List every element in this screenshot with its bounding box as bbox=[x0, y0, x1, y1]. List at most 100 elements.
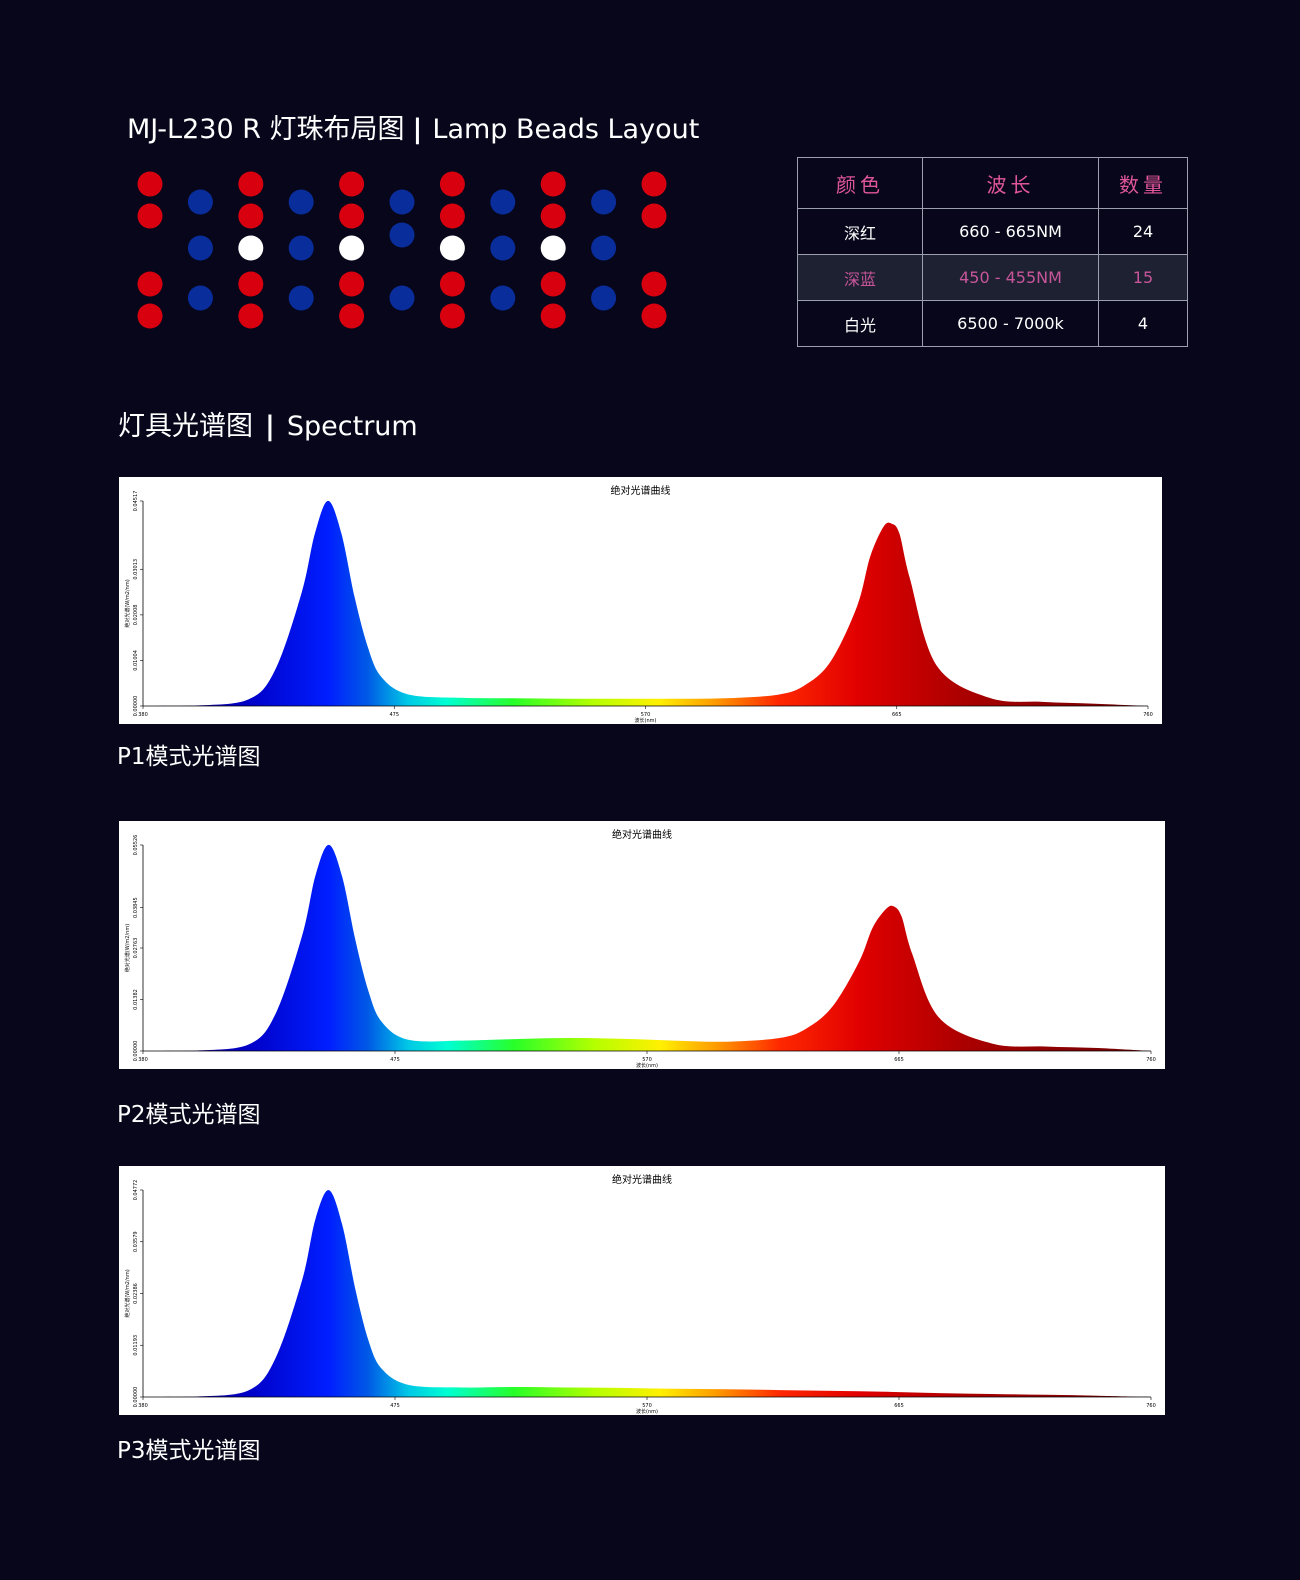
table-cell-count: 24 bbox=[1098, 208, 1188, 255]
blue-bead bbox=[591, 189, 617, 215]
spectrum-area bbox=[143, 500, 1148, 706]
blue-bead bbox=[591, 235, 617, 261]
y-tick-label: 0.02763 bbox=[133, 938, 139, 959]
table-header-wavelength: 波长 bbox=[922, 157, 1099, 209]
blue-bead bbox=[389, 189, 415, 215]
table-cell-wavelength: 6500 - 7000k bbox=[922, 300, 1099, 347]
blue-bead bbox=[288, 285, 314, 311]
y-tick-label: 0.03579 bbox=[133, 1231, 139, 1252]
x-axis-label: 波长(nm) bbox=[636, 1062, 658, 1069]
x-tick-label: 475 bbox=[390, 1057, 400, 1063]
red-bead bbox=[339, 303, 365, 329]
red-bead bbox=[641, 203, 667, 229]
bead-spec-table: 颜色 波长 数量 深红 660 - 665NM 24 深蓝 450 - 455N… bbox=[797, 157, 1188, 347]
y-tick-label: 0.03845 bbox=[133, 897, 139, 918]
spectrum-area bbox=[143, 1190, 1151, 1397]
table-cell-wavelength: 660 - 665NM bbox=[922, 208, 1099, 255]
spectrum-chart-p1: 绝对光谱曲线 380 475 570 665 760 0.00000 0.01004 0.020… bbox=[119, 477, 1162, 724]
y-tick-label: 0.04772 bbox=[133, 1180, 139, 1201]
red-bead bbox=[641, 271, 667, 297]
red-bead bbox=[137, 271, 163, 297]
blue-bead bbox=[187, 189, 213, 215]
chart-caption-p1: P1模式光谱图 bbox=[117, 744, 261, 770]
table-header-color: 颜色 bbox=[797, 157, 923, 209]
y-tick-label: 0.00000 bbox=[133, 1387, 139, 1408]
table-header-row: 颜色 波长 数量 bbox=[797, 157, 1188, 209]
x-tick-label: 380 bbox=[138, 1403, 148, 1409]
y-axis-label: 绝对光谱(W/m2/nm) bbox=[124, 924, 131, 972]
red-bead bbox=[137, 203, 163, 229]
spectrum-chart-p3: 绝对光谱曲线 380 475 570 665 760 0.00000 0.01193 0.023… bbox=[119, 1166, 1165, 1415]
blue-bead bbox=[288, 189, 314, 215]
blue-bead bbox=[591, 285, 617, 311]
spectrum-chart-svg: 绝对光谱曲线 380 475 570 665 760 0.00000 0.01004 0.020… bbox=[124, 484, 1153, 724]
red-bead bbox=[641, 303, 667, 329]
white-bead bbox=[439, 235, 465, 261]
red-bead bbox=[439, 203, 465, 229]
x-tick-label: 380 bbox=[138, 712, 148, 718]
y-tick-label: 0.04517 bbox=[133, 491, 139, 512]
spectrum-chart-svg: 绝对光谱曲线 380 475 570 665 760 0.00000 0.01382 0.027… bbox=[124, 828, 1156, 1069]
x-tick-label: 760 bbox=[1146, 1403, 1156, 1409]
white-bead bbox=[540, 235, 566, 261]
x-tick-label: 475 bbox=[390, 1403, 400, 1409]
chart-title: 绝对光谱曲线 bbox=[612, 1173, 672, 1186]
white-bead bbox=[339, 235, 365, 261]
red-bead bbox=[641, 171, 667, 197]
red-bead bbox=[238, 203, 264, 229]
table-cell-color: 深蓝 bbox=[797, 254, 923, 301]
white-bead bbox=[238, 235, 264, 261]
table-header-count: 数量 bbox=[1098, 157, 1188, 209]
y-axis-label: 绝对光谱(W/m2/nm) bbox=[124, 579, 131, 627]
red-bead bbox=[238, 271, 264, 297]
table-row: 白光 6500 - 7000k 4 bbox=[797, 300, 1188, 347]
red-bead bbox=[339, 203, 365, 229]
x-axis-label: 波长(nm) bbox=[636, 1408, 658, 1415]
spectrum-area bbox=[143, 844, 1151, 1051]
x-tick-label: 665 bbox=[894, 1057, 904, 1063]
table-cell-color: 深红 bbox=[797, 208, 923, 255]
x-tick-label: 570 bbox=[642, 1057, 652, 1063]
blue-bead bbox=[389, 222, 415, 248]
y-tick-label: 0.05526 bbox=[133, 835, 139, 856]
x-tick-label: 570 bbox=[642, 1403, 652, 1409]
x-tick-label: 760 bbox=[1146, 1057, 1156, 1063]
table-row: 深蓝 450 - 455NM 15 bbox=[797, 254, 1188, 301]
chart-caption-p2: P2模式光谱图 bbox=[117, 1102, 261, 1128]
spectrum-title: 灯具光谱图 | Spectrum bbox=[118, 404, 418, 443]
spectrum-chart-p2: 绝对光谱曲线 380 475 570 665 760 0.00000 0.01382 0.027… bbox=[119, 821, 1165, 1069]
y-tick-label: 0.01004 bbox=[133, 650, 139, 671]
table-cell-color: 白光 bbox=[797, 300, 923, 347]
blue-bead bbox=[490, 285, 516, 311]
red-bead bbox=[339, 271, 365, 297]
spectrum-title-en: Spectrum bbox=[286, 411, 418, 442]
layout-title: MJ-L230 R 灯珠布局图 | Lamp Beads Layout bbox=[127, 107, 699, 146]
table-cell-count: 4 bbox=[1098, 300, 1188, 347]
red-bead bbox=[339, 171, 365, 197]
x-tick-label: 570 bbox=[641, 712, 651, 718]
red-bead bbox=[238, 171, 264, 197]
x-tick-label: 380 bbox=[138, 1057, 148, 1063]
x-axis-label: 波长(nm) bbox=[635, 717, 657, 724]
x-tick-label: 665 bbox=[894, 1403, 904, 1409]
chart-title: 绝对光谱曲线 bbox=[612, 828, 672, 841]
red-bead bbox=[540, 303, 566, 329]
table-row: 深红 660 - 665NM 24 bbox=[797, 208, 1188, 255]
y-tick-label: 0.02008 bbox=[133, 605, 139, 626]
table-cell-count: 15 bbox=[1098, 254, 1188, 301]
y-axis-label: 绝对光谱(W/m2/nm) bbox=[124, 1269, 131, 1317]
red-bead bbox=[137, 303, 163, 329]
y-tick-label: 0.00000 bbox=[133, 1041, 139, 1062]
layout-title-en: Lamp Beads Layout bbox=[432, 114, 700, 145]
layout-title-separator: | bbox=[412, 114, 423, 145]
table-cell-wavelength: 450 - 455NM bbox=[922, 254, 1099, 301]
y-tick-label: 0.01193 bbox=[133, 1335, 139, 1356]
red-bead bbox=[540, 271, 566, 297]
chart-title: 绝对光谱曲线 bbox=[611, 484, 671, 497]
blue-bead bbox=[187, 285, 213, 311]
y-tick-label: 0.02386 bbox=[133, 1283, 139, 1304]
red-bead bbox=[540, 203, 566, 229]
spectrum-title-main: 灯具光谱图 bbox=[118, 411, 253, 442]
blue-bead bbox=[490, 235, 516, 261]
x-tick-label: 475 bbox=[389, 712, 399, 718]
